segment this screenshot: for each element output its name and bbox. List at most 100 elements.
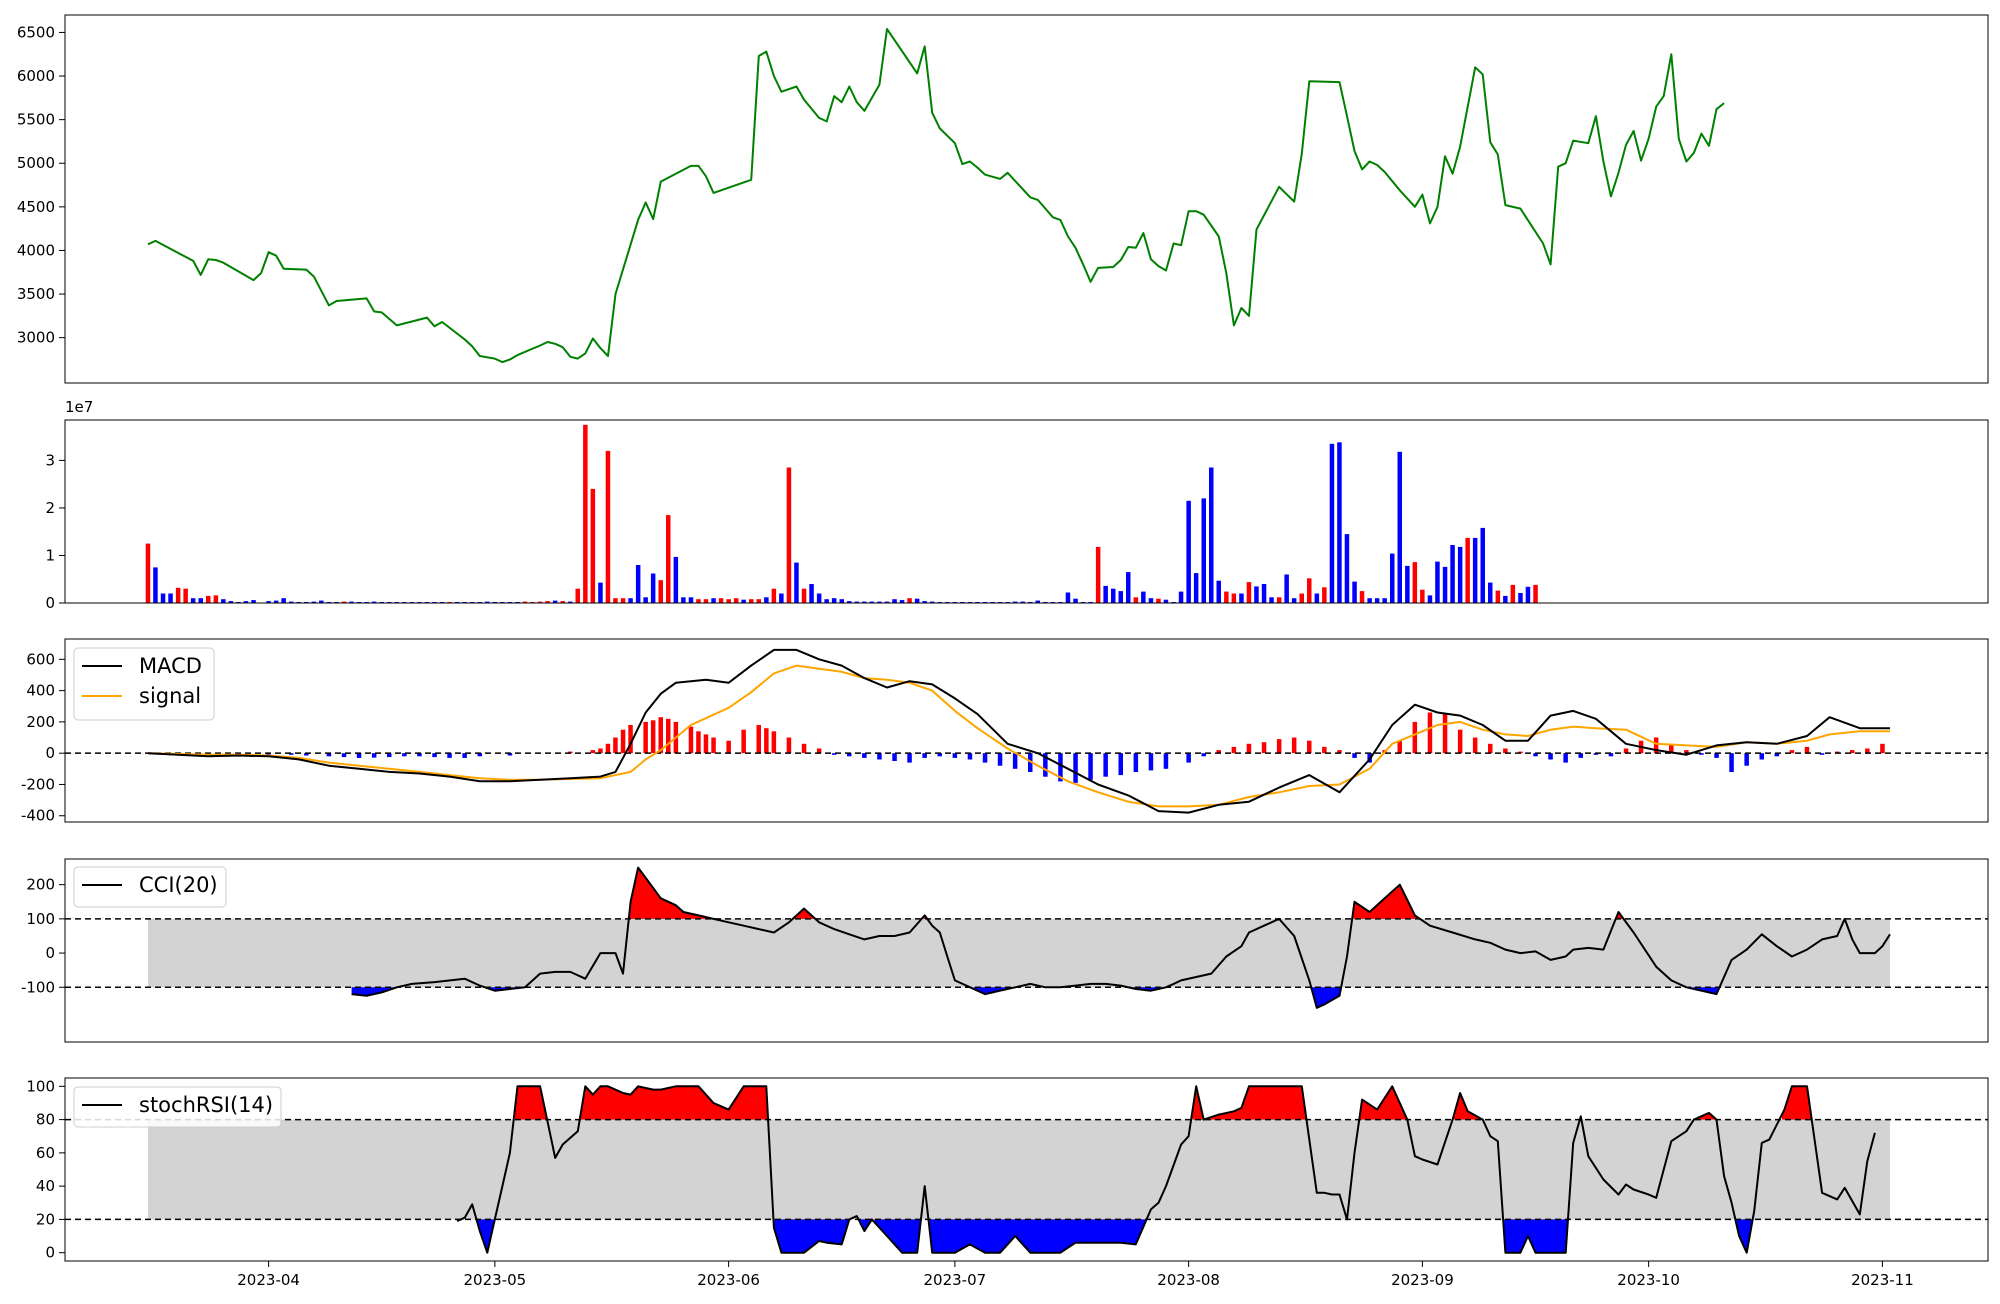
volume-bar	[922, 601, 927, 603]
macd-histogram-bar	[771, 731, 777, 754]
x-tick-label: 2023-10	[1617, 1271, 1680, 1289]
volume-bar	[183, 588, 188, 603]
macd-histogram-bar	[432, 753, 437, 758]
volume-bar	[1442, 566, 1448, 603]
volume-bar	[1344, 534, 1350, 603]
macd-histogram-bar	[1518, 751, 1523, 754]
macd-histogram-bar	[997, 753, 1003, 766]
y-tick-label: 4000	[17, 241, 55, 259]
macd-histogram-bar	[1593, 753, 1599, 755]
macd-histogram-bar	[1472, 737, 1478, 754]
volume-bar	[892, 599, 897, 603]
volume-bar	[1269, 597, 1274, 603]
macd-histogram-bar	[1714, 753, 1719, 758]
volume-bar	[1254, 586, 1259, 603]
macd-histogram-bar	[1231, 746, 1237, 754]
macd-histogram-bar	[952, 753, 958, 758]
overbought-fill	[1453, 1093, 1483, 1120]
macd-histogram-bar	[1759, 753, 1764, 760]
volume-bar	[311, 601, 317, 603]
macd-histogram-bar	[764, 728, 769, 754]
volume-bar	[1420, 589, 1425, 603]
macd-histogram-bar	[1457, 729, 1463, 754]
y-tick-label: 0	[45, 744, 55, 762]
macd-histogram-bar	[937, 753, 942, 757]
volume-bar	[145, 543, 151, 603]
macd-histogram-bar	[507, 753, 513, 756]
volume-bar	[809, 584, 814, 603]
macd-histogram-bar	[816, 748, 822, 754]
volume-bar	[673, 556, 679, 603]
macd-histogram-bar	[1307, 740, 1312, 754]
macd-histogram-bar	[1073, 753, 1078, 783]
x-tick-label: 2023-11	[1851, 1271, 1914, 1289]
volume-bar	[153, 567, 158, 603]
volume-bar	[1178, 591, 1184, 603]
plot-background	[65, 639, 1988, 822]
volume-bar	[221, 599, 226, 603]
macd-histogram-bar	[1669, 743, 1674, 754]
price-line	[147, 28, 1725, 364]
volume-bar	[1390, 553, 1395, 603]
macd-histogram-bar	[801, 743, 807, 754]
x-tick-label: 2023-08	[1157, 1271, 1220, 1289]
volume-bar	[1231, 593, 1237, 603]
neutral-band	[147, 918, 1890, 988]
oversold-fill	[1736, 1219, 1753, 1253]
volume-bar	[831, 598, 837, 603]
y-tick-label: 2	[45, 499, 55, 517]
macd-histogram-bar	[967, 753, 973, 760]
macd-histogram-bar	[1261, 742, 1267, 754]
volume-bar	[801, 588, 807, 603]
macd-histogram-bar	[877, 753, 882, 760]
macd-histogram-bar	[1216, 750, 1221, 754]
macd-histogram-bar	[1699, 753, 1704, 755]
volume-bar	[786, 467, 792, 603]
macd-histogram-bar	[741, 729, 746, 754]
y-tick-label: 3000	[17, 329, 55, 347]
macd-histogram-bar	[462, 753, 467, 758]
volume-bar	[741, 599, 746, 603]
volume-offset-label: 1e7	[65, 398, 93, 416]
macd-histogram-bar	[726, 740, 731, 754]
macd-panel: -400 -200 0 200 400 600	[21, 638, 1989, 825]
macd-histogram-bar	[922, 753, 927, 758]
volume-bar	[560, 601, 565, 603]
y-tick-label: 100	[26, 1077, 55, 1095]
macd-histogram-bar	[1729, 753, 1734, 772]
macd-histogram-bar	[1834, 751, 1840, 754]
stochrsi-panel: 0 20 40 60 80 100	[26, 1077, 1989, 1262]
y-tick-label: 0	[45, 594, 55, 612]
volume-bar	[696, 599, 701, 603]
volume-bar	[1020, 601, 1025, 603]
macd-histogram-bar	[862, 753, 867, 758]
macd-histogram-bar	[1880, 743, 1885, 754]
macd-histogram-bar	[1865, 748, 1870, 754]
macd-histogram-bar	[1563, 753, 1568, 763]
volume-bar	[522, 601, 528, 603]
volume-bar	[1209, 467, 1214, 603]
y-tick-label: 0	[45, 1244, 55, 1262]
volume-bar	[1465, 537, 1470, 603]
volume-bar	[1503, 595, 1508, 603]
volume-bar	[1224, 591, 1229, 603]
x-tick-label: 2023-04	[237, 1271, 300, 1289]
oversold-fill	[773, 1219, 850, 1253]
volume-bar	[1186, 500, 1191, 603]
volume-bar	[650, 573, 656, 603]
macd-histogram-bar	[1186, 753, 1191, 763]
volume-bar	[1525, 586, 1531, 603]
y-tick-label: 4500	[17, 198, 55, 216]
volume-bar	[899, 600, 905, 603]
volume-bar	[816, 593, 822, 603]
y-tick-label: 60	[36, 1144, 55, 1162]
volume-bar	[485, 601, 490, 603]
y-tick-label: 5500	[17, 111, 55, 129]
plot-border	[64, 638, 1989, 823]
macd-histogram-bar	[304, 753, 309, 756]
y-tick-label: 600	[26, 650, 55, 668]
volume-bar	[854, 601, 860, 603]
volume-bar	[1126, 572, 1131, 603]
macd-histogram-bar	[1427, 712, 1433, 754]
